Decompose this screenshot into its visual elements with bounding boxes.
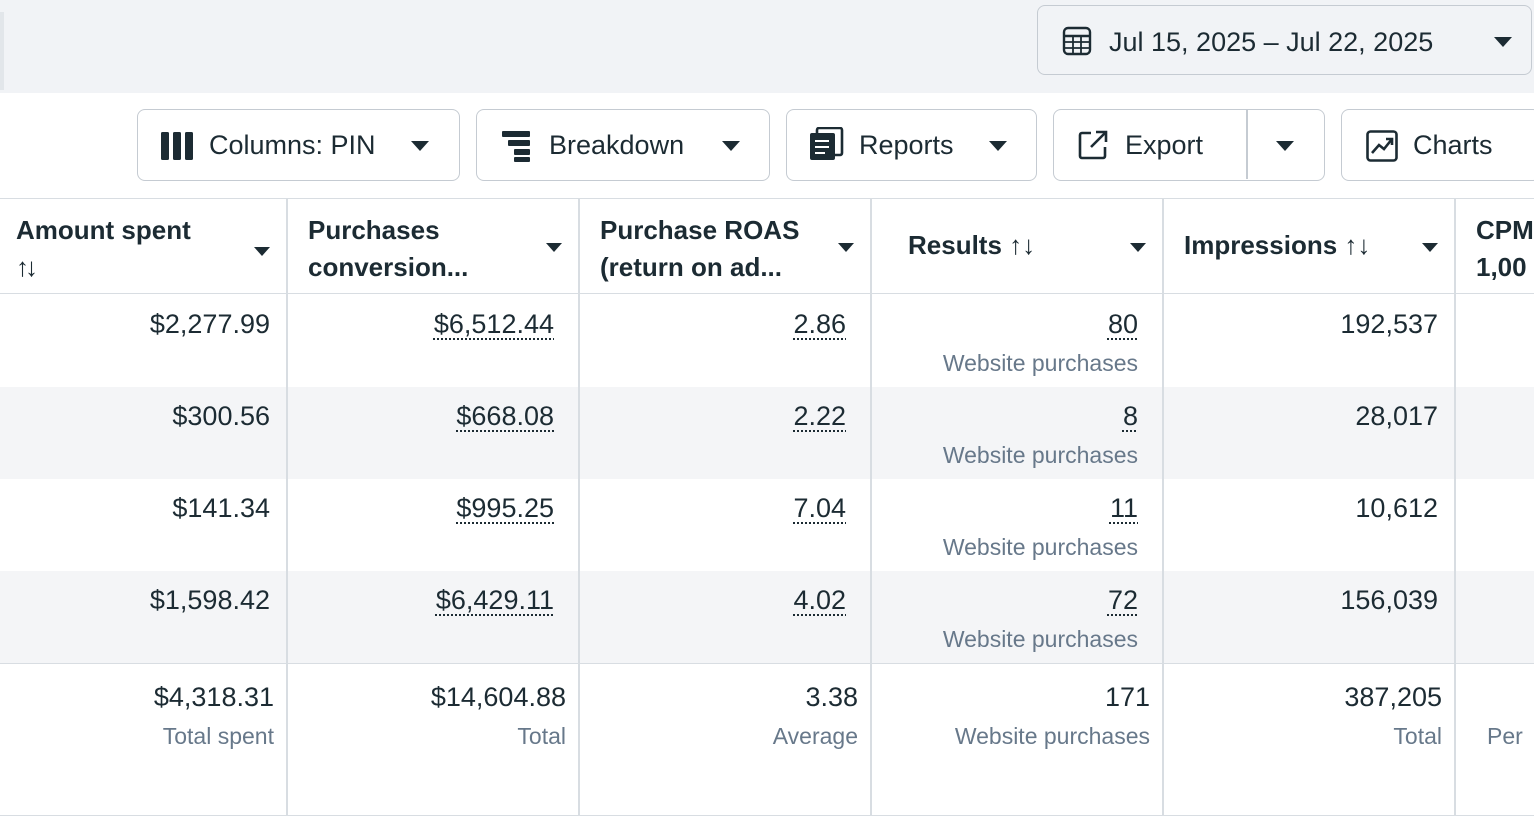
results-cell[interactable]: 80 [1107,309,1138,339]
chevron-down-icon [411,141,429,151]
average-roas: 3.38 [805,682,858,712]
charts-button[interactable]: Charts [1341,109,1534,181]
header-impressions[interactable]: Impressions ↑↓ [1184,230,1371,260]
header-label: Amount spent [16,215,191,245]
columns-button[interactable]: Columns: PIN [137,109,460,181]
columns-label: Columns: PIN [209,130,376,160]
export-options-chevron-icon[interactable] [1276,141,1294,151]
header-results[interactable]: Results ↑↓ [908,230,1036,260]
purchases-conversion-cell[interactable]: $6,512.44 [433,309,554,339]
header-label: CPM [1476,215,1534,245]
chevron-down-icon [1494,37,1512,47]
total-results-label: Website purchases [954,723,1150,749]
total-results: 171 [1104,682,1150,712]
breakdown-button[interactable]: Breakdown [476,109,770,181]
column-divider[interactable] [578,198,580,816]
column-divider[interactable] [870,198,872,816]
impressions-cell: 156,039 [1340,585,1438,615]
total-amount-spent: $4,318.31 [153,682,274,712]
totals-row: $4,318.31 Total spent $14,604.88 Total 3… [0,663,1534,816]
results-cell[interactable]: 8 [1122,401,1138,431]
reports-button[interactable]: Reports [786,109,1037,181]
header-label: conversion... [308,252,469,282]
column-divider[interactable] [1162,198,1164,816]
columns-icon [160,131,194,166]
table-header [0,198,1534,294]
impressions-cell: 10,612 [1355,493,1438,523]
reports-label: Reports [859,130,954,160]
header-label: Purchase ROAS [600,215,800,245]
header-purchases-conversion[interactable]: Purchases conversion... [308,212,468,286]
purchases-conversion-cell[interactable]: $995.25 [456,493,554,523]
header-cpm[interactable]: CPM 1,00 [1476,212,1534,286]
charts-label: Charts [1413,130,1493,160]
results-sub-label: Website purchases [942,534,1138,560]
results-cell[interactable]: 11 [1109,493,1138,523]
results-sub-label: Website purchases [942,350,1138,376]
total-amount-spent-label: Total spent [162,723,274,749]
column-divider[interactable] [1454,198,1456,816]
header-purchase-roas[interactable]: Purchase ROAS (return on ad... [600,212,799,286]
roas-cell[interactable]: 4.02 [793,585,846,615]
results-sub-label: Website purchases [942,626,1138,652]
table-row: $141.34 $995.25 7.04 11 Website purchase… [0,479,1534,571]
results-sub-label: Website purchases [942,442,1138,468]
panel-edge [0,12,4,90]
sort-icon[interactable]: ↑↓ [16,252,38,282]
impressions-cell: 192,537 [1340,309,1438,339]
charts-icon [1366,130,1398,167]
roas-cell[interactable]: 7.04 [793,493,846,523]
average-roas-label: Average [772,723,858,749]
total-purchases-conversion-label: Total [517,723,566,749]
header-label: (return on ad... [600,252,782,282]
amount-spent-cell: $1,598.42 [149,585,270,615]
total-impressions-label: Total [1393,723,1442,749]
amount-spent-cell: $2,277.99 [149,309,270,339]
chevron-down-icon[interactable] [1130,243,1146,252]
impressions-cell: 28,017 [1355,401,1438,431]
calendar-icon [1062,26,1092,61]
header-amount-spent[interactable]: Amount spent ↑↓ [16,212,191,286]
reports-icon [808,126,844,166]
cpm-total-label: Per [1487,723,1523,749]
date-range-picker[interactable]: Jul 15, 2025 – Jul 22, 2025 [1037,5,1532,75]
export-button[interactable]: Export [1125,130,1204,160]
purchases-conversion-cell[interactable]: $668.08 [456,401,554,431]
export-split-divider [1246,110,1248,179]
roas-cell[interactable]: 2.22 [793,401,846,431]
total-impressions: 387,205 [1344,682,1442,712]
purchases-conversion-cell[interactable]: $6,429.11 [435,585,554,615]
top-bar: Jul 15, 2025 – Jul 22, 2025 [0,0,1534,93]
chevron-down-icon[interactable] [546,243,562,252]
chevron-down-icon [989,141,1007,151]
roas-cell[interactable]: 2.86 [793,309,846,339]
table-row: $300.56 $668.08 2.22 8 Website purchases… [0,387,1534,479]
table-row: $1,598.42 $6,429.11 4.02 72 Website purc… [0,571,1534,663]
chevron-down-icon[interactable] [1422,243,1438,252]
amount-spent-cell: $141.34 [172,493,270,523]
chevron-down-icon [722,141,740,151]
chevron-down-icon[interactable] [254,247,270,256]
amount-spent-cell: $300.56 [172,401,270,431]
total-purchases-conversion: $14,604.88 [430,682,566,712]
results-cell[interactable]: 72 [1107,585,1138,615]
chevron-down-icon[interactable] [838,243,854,252]
table-row: $2,277.99 $6,512.44 2.86 80 Website purc… [0,295,1534,387]
export-icon[interactable] [1078,130,1108,165]
date-range-label: Jul 15, 2025 – Jul 22, 2025 [1109,27,1434,57]
breakdown-icon [501,130,531,167]
header-label: Purchases [308,215,440,245]
header-label: 1,00 [1476,252,1527,282]
export-button-group: Export [1053,109,1325,181]
breakdown-label: Breakdown [549,130,685,160]
column-divider[interactable] [286,198,288,816]
